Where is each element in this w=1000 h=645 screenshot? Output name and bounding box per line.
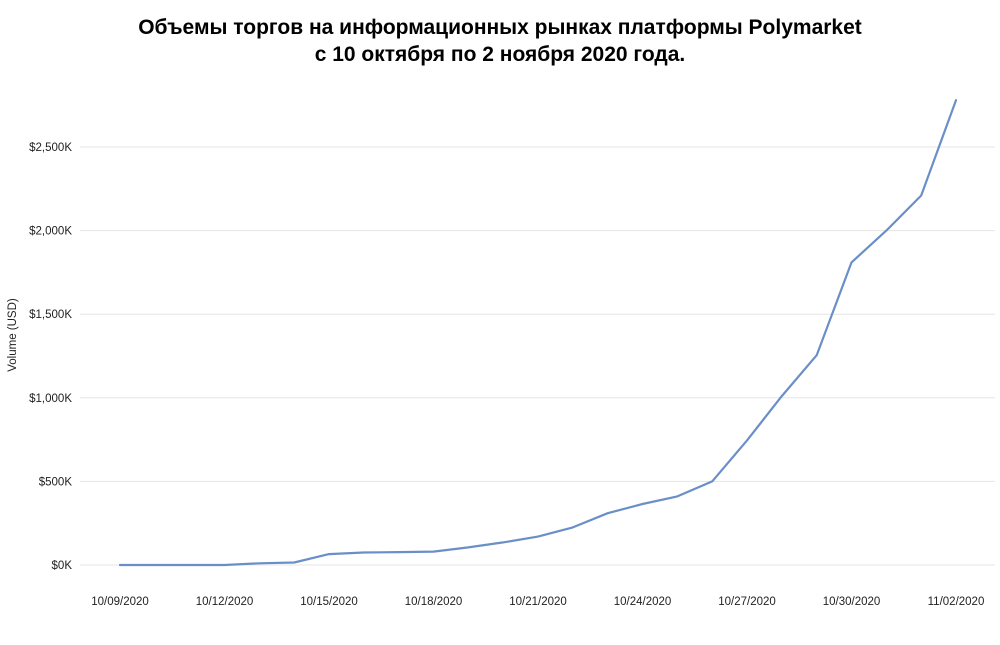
y-tick-label: $500K [39,476,73,488]
y-tick-label: $1,000K [29,393,72,405]
x-tick-label: 10/24/2020 [614,596,672,608]
y-tick-label: $1,500K [29,309,72,321]
series-line [118,99,958,567]
x-tick-label: 10/15/2020 [300,596,358,608]
chart-title: Объемы торгов на информационных рынках п… [0,14,1000,68]
x-tick-label: 10/18/2020 [405,596,463,608]
x-axis-ticks: 10/09/2020 10/12/2020 10/15/2020 10/18/2020… [91,596,984,608]
x-tick-label: 10/21/2020 [509,596,567,608]
grid-lines [80,146,995,566]
x-tick-label: 10/09/2020 [91,596,149,608]
chart-title-line-1: Объемы торгов на информационных рынках п… [138,16,862,39]
chart-title-line-2: с 10 октября по 2 ноября 2020 года. [314,43,686,66]
y-axis-label: Volume (USD) [7,298,19,372]
y-axis-ticks: $0K $500K $1,000K $1,500K $2,000K $2,500K [29,142,72,572]
series-group [118,99,958,567]
x-tick-label: 10/27/2020 [718,596,776,608]
x-tick-label: 11/02/2020 [928,596,985,608]
x-tick-label: 10/30/2020 [823,596,881,608]
y-tick-label: $2,500K [29,142,72,154]
y-tick-label: $2,000K [29,226,72,238]
x-tick-label: 10/12/2020 [196,596,254,608]
y-tick-label: $0K [52,560,73,572]
